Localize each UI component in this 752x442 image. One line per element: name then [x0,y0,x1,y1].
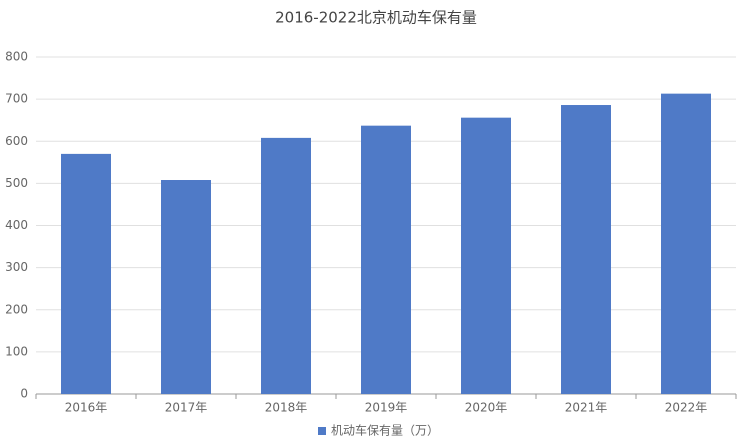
y-tick-label: 500 [5,176,28,190]
x-tick-label: 2017年 [165,401,208,415]
bar [561,105,611,395]
legend-label: 机动车保有量（万） [331,423,439,438]
y-tick-label: 300 [5,260,28,274]
bar [661,93,711,395]
y-tick-label: 600 [5,134,28,148]
bar [261,137,311,394]
y-tick-label: 700 [5,92,28,106]
x-tick-label: 2016年 [65,401,108,415]
bar [61,153,111,394]
x-tick-label: 2019年 [365,401,408,415]
bar [361,125,411,394]
chart-title: 2016-2022北京机动车保有量 [275,9,477,27]
bar [461,117,511,394]
y-tick-label: 100 [5,344,28,358]
y-tick-label: 200 [5,302,28,316]
y-tick-label: 0 [20,387,28,401]
x-tick-label: 2018年 [265,401,308,415]
y-tick-label: 400 [5,218,28,232]
bar [161,180,211,394]
x-tick-label: 2020年 [465,401,508,415]
x-tick-label: 2022年 [665,401,708,415]
x-tick-label: 2021年 [565,401,608,415]
legend-swatch [318,427,326,435]
y-tick-label: 800 [5,50,28,64]
